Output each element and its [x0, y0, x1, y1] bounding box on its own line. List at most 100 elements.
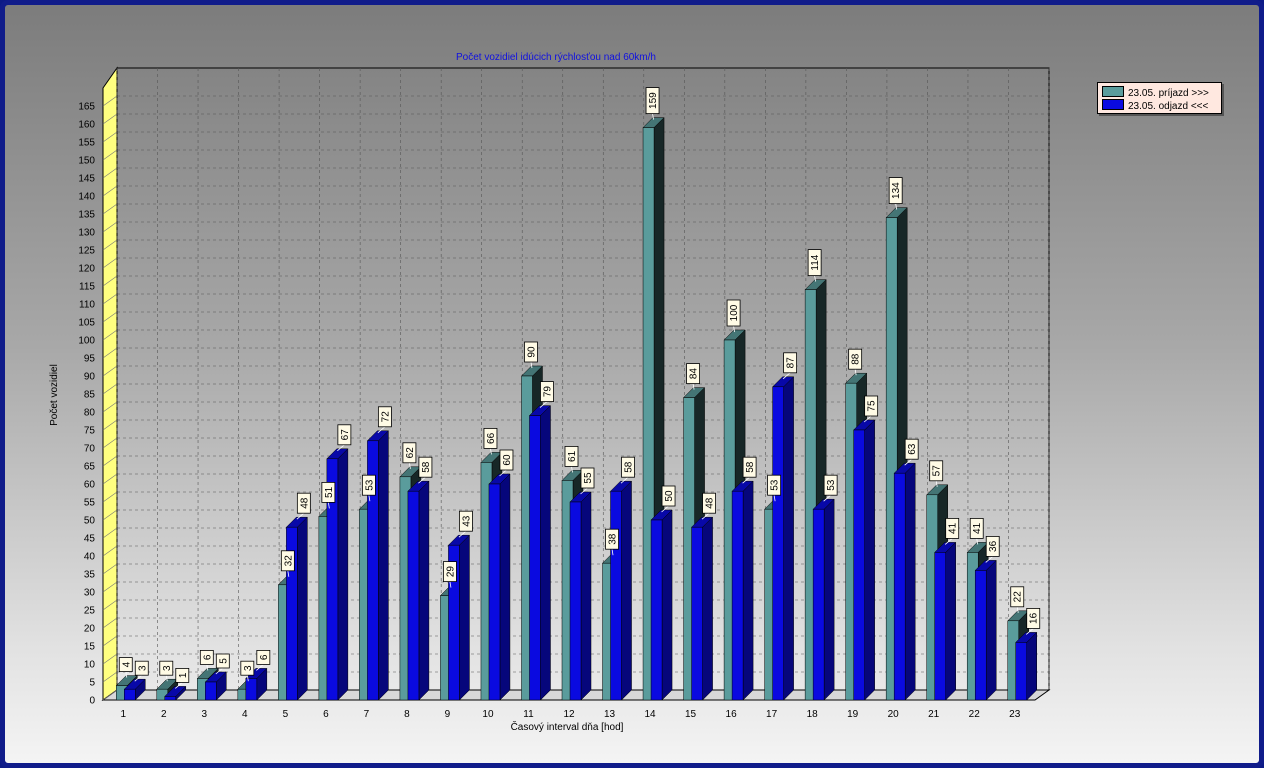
bar-front [772, 386, 784, 701]
bar [1015, 631, 1038, 701]
data-label-leader [823, 494, 831, 502]
y-tick-label: 65 [84, 462, 96, 473]
bar-side [418, 480, 430, 701]
bar [366, 430, 389, 701]
data-label-text: 22 [1013, 591, 1024, 603]
y-tick-label: 80 [84, 408, 96, 419]
data-label: 48 [701, 492, 716, 520]
gridline-side [102, 257, 118, 269]
data-label-box [929, 460, 944, 482]
data-label: 43 [458, 510, 473, 538]
data-label-box [540, 381, 554, 403]
gridline-side [102, 383, 118, 395]
data-label: 6 [199, 650, 214, 671]
data-label: 41 [944, 518, 960, 545]
gridline-side [102, 311, 118, 323]
data-label: 58 [742, 456, 757, 484]
data-label: 38 [605, 528, 619, 556]
bar-side [540, 404, 551, 701]
x-tick-label: 4 [242, 709, 248, 720]
data-label-text: 36 [988, 540, 999, 552]
gridline-side [102, 617, 118, 629]
data-label: 16 [1025, 608, 1041, 635]
data-label-box [580, 467, 595, 489]
data-label-box [418, 456, 433, 478]
y-tick-label: 10 [84, 660, 96, 671]
y-tick-label: 160 [78, 120, 95, 131]
data-label-leader [449, 581, 452, 588]
y-tick-label: 105 [78, 318, 95, 329]
bar [974, 559, 997, 701]
data-label: 29 [443, 561, 457, 588]
data-label: 36 [985, 536, 1000, 563]
bar-side [945, 541, 956, 701]
data-label-box [605, 528, 619, 550]
data-label-box [321, 481, 336, 503]
data-label-text: 53 [826, 479, 837, 491]
bar-side [297, 516, 308, 701]
y-tick-label: 5 [89, 678, 95, 689]
y-tick-label: 150 [78, 156, 95, 167]
data-label: 48 [296, 492, 311, 520]
y-tick-label: 45 [84, 534, 96, 545]
bar-side [337, 448, 349, 701]
y-tick-label: 165 [78, 102, 95, 113]
y-tick-label: 85 [84, 390, 96, 401]
bar [407, 480, 430, 701]
x-tick-label: 1 [120, 709, 126, 720]
bar-front [610, 490, 622, 701]
x-tick-label: 8 [404, 709, 410, 720]
data-label-box [686, 363, 700, 385]
legend-item-odjazd: 23.05. odjazd <<< [1102, 99, 1208, 112]
gridline-side [102, 563, 118, 575]
data-label-text: 100 [729, 304, 740, 321]
data-label: 53 [767, 474, 782, 502]
data-label-box [621, 456, 635, 478]
data-label-text: 3 [137, 665, 148, 671]
data-label-box [483, 427, 498, 449]
bar-front [731, 490, 744, 701]
gridline-side [102, 167, 118, 179]
bar [812, 498, 835, 701]
bar-side [499, 473, 511, 701]
data-label-box [361, 474, 376, 496]
data-label-text: 4 [121, 661, 132, 667]
data-label-text: 16 [1029, 612, 1040, 624]
data-label-box [564, 445, 579, 467]
gridline-side [102, 95, 118, 107]
data-label: 53 [361, 474, 376, 502]
data-label-box [726, 299, 741, 327]
data-label-leader [701, 512, 710, 520]
data-label-text: 38 [608, 533, 619, 545]
data-label-box [199, 650, 214, 665]
gridline-side [102, 455, 118, 467]
data-label-box [888, 177, 903, 205]
data-label-text: 159 [648, 92, 659, 109]
y-tick-label: 100 [78, 336, 95, 347]
data-label: 51 [321, 481, 336, 509]
x-tick-label: 17 [766, 709, 778, 720]
data-label-text: 50 [664, 490, 675, 502]
bar [690, 516, 714, 701]
bar-side [1026, 631, 1037, 701]
bar [731, 480, 754, 701]
x-tick-label: 6 [323, 709, 329, 720]
gridline-side [102, 149, 118, 161]
data-label-leader [895, 203, 898, 210]
data-label-leader [571, 466, 573, 473]
legend-label-prijazd: 23.05. príjazd >>> [1128, 88, 1209, 99]
gridline-side [102, 419, 118, 431]
bar-front [812, 508, 825, 701]
data-label: 5 [215, 653, 230, 675]
data-label-leader [256, 664, 264, 671]
data-label-text: 55 [583, 472, 594, 484]
gridline-side [102, 509, 118, 521]
data-label-text: 90 [526, 346, 537, 358]
bar-front [650, 519, 663, 701]
data-label-leader [409, 462, 411, 469]
gridline-side [102, 293, 118, 305]
bar [853, 419, 876, 701]
y-tick-label: 30 [84, 588, 96, 599]
x-tick-label: 23 [1009, 709, 1021, 720]
data-label-leader [661, 505, 669, 513]
